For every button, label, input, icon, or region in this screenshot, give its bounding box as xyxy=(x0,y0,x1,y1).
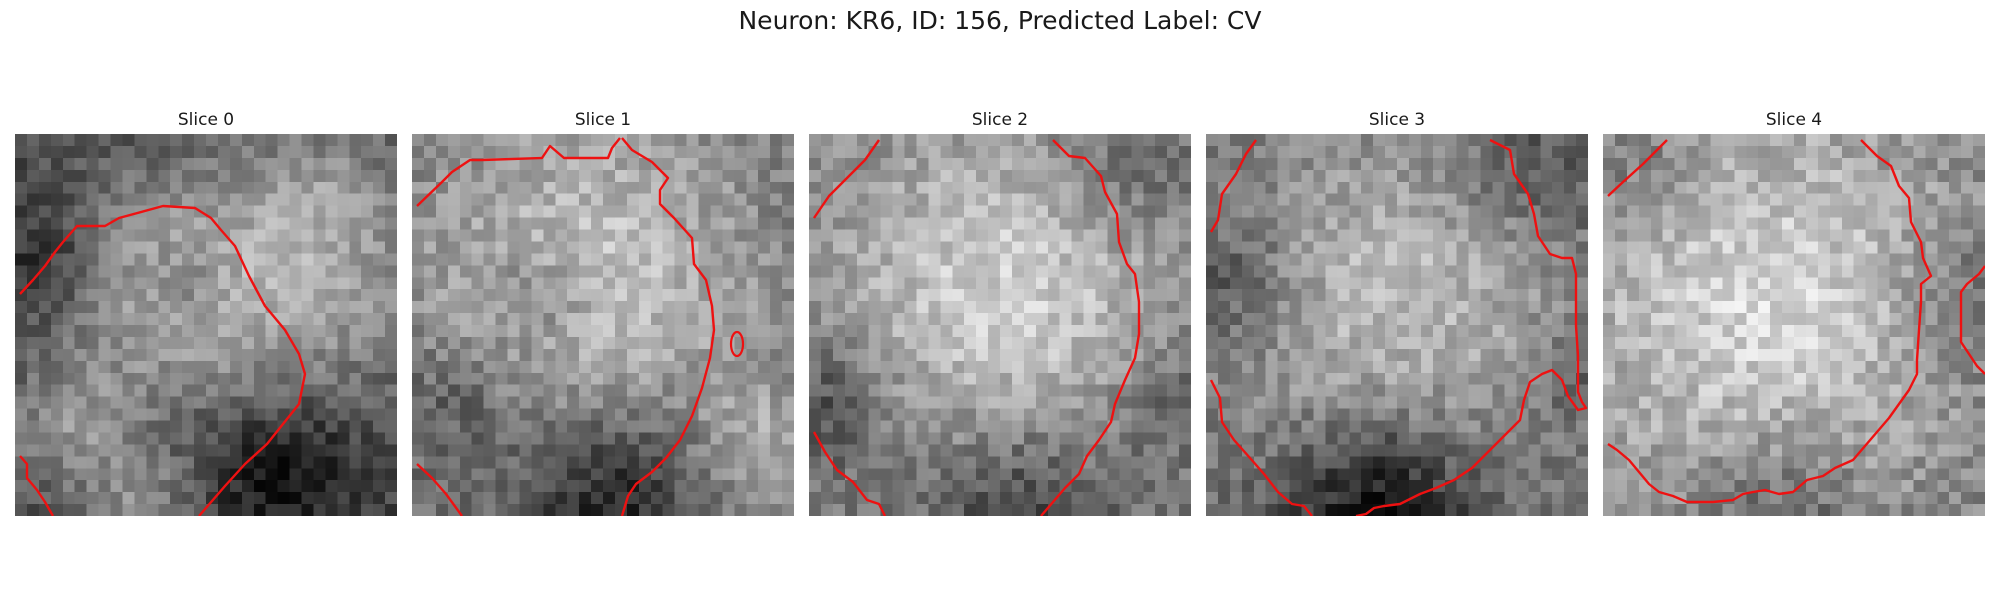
slice-title-2: Slice 2 xyxy=(971,110,1029,130)
slice-title-4: Slice 4 xyxy=(1765,110,1823,130)
segmentation-contour xyxy=(620,137,716,516)
segmentation-contour xyxy=(729,330,745,358)
slice-image-0 xyxy=(15,134,397,516)
grayscale-patch-0 xyxy=(15,134,397,516)
segmentation-contour xyxy=(1209,379,1313,516)
slice-image-3 xyxy=(1206,134,1588,516)
slice-title-1: Slice 1 xyxy=(574,110,632,130)
slice-image-2 xyxy=(809,134,1191,516)
grayscale-patch-1 xyxy=(412,134,794,516)
contour-overlay-1 xyxy=(416,137,745,516)
slice-title-3: Slice 3 xyxy=(1368,110,1426,130)
slice-image-4 xyxy=(1603,134,1985,516)
segmentation-contour xyxy=(1959,265,1985,375)
segmentation-contour xyxy=(416,137,621,207)
segmentation-contour xyxy=(19,204,307,516)
slice-title-0: Slice 0 xyxy=(177,110,235,130)
segmentation-contour xyxy=(1607,139,1933,504)
segmentation-contour xyxy=(416,463,463,516)
segmentation-contour xyxy=(1607,139,1668,197)
segmentation-contour xyxy=(1040,139,1141,516)
contour-overlay-0 xyxy=(19,204,307,516)
contour-overlay-4 xyxy=(1607,139,1985,504)
grayscale-patch-4 xyxy=(1603,134,1985,516)
slice-image-1 xyxy=(412,134,794,516)
segmentation-contour xyxy=(812,431,887,516)
segmentation-contour xyxy=(813,139,880,219)
contour-overlay-2 xyxy=(812,139,1141,516)
contour-overlay-3 xyxy=(1209,138,1588,516)
segmentation-contour xyxy=(19,455,55,516)
segmentation-contour xyxy=(1355,138,1588,516)
segmentation-contour xyxy=(1209,139,1257,233)
grayscale-patch-3 xyxy=(1206,134,1588,516)
figure-title: Neuron: KR6, ID: 156, Predicted Label: C… xyxy=(738,6,1262,35)
grayscale-patch-2 xyxy=(809,134,1191,516)
